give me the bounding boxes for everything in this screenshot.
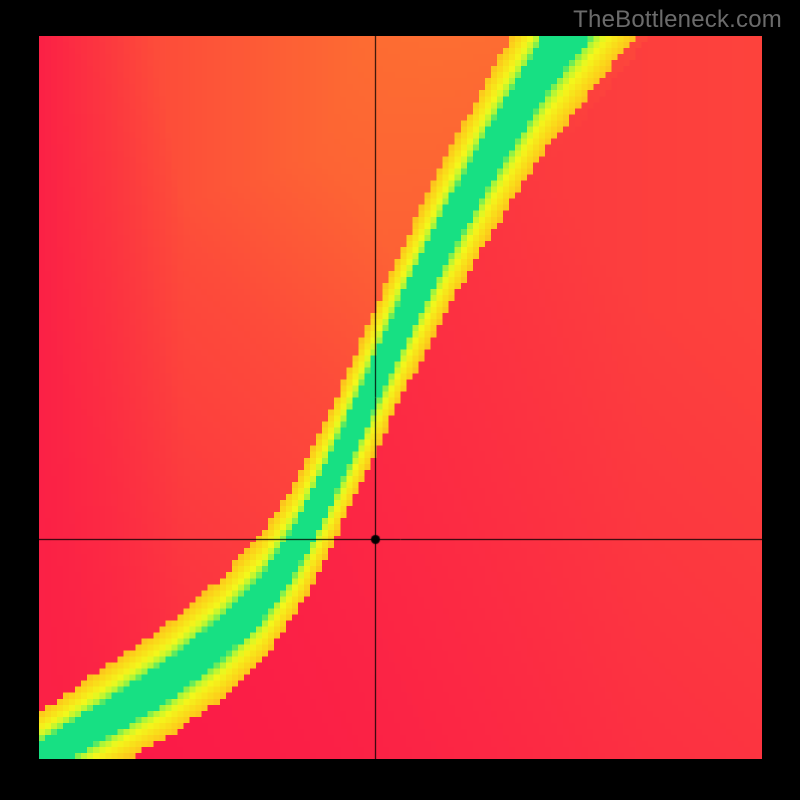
watermark-text: TheBottleneck.com bbox=[573, 6, 782, 34]
chart-container: TheBottleneck.com bbox=[0, 0, 800, 800]
bottleneck-heatmap bbox=[39, 36, 762, 759]
